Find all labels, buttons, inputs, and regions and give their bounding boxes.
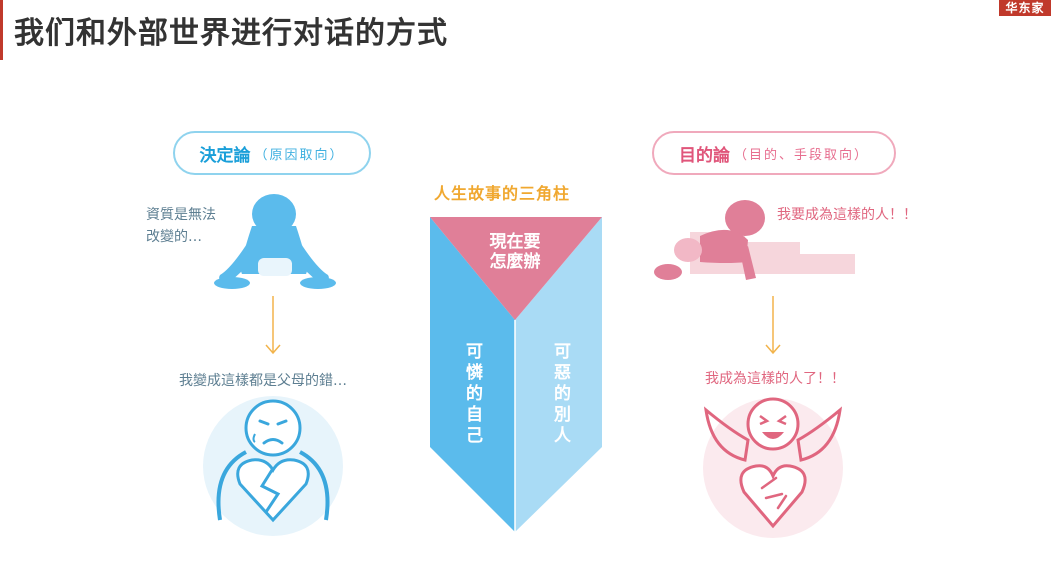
prism-left-face-label: 可憐的自己 [462, 342, 482, 447]
teleology-pill: 目的論 （目的、手段取向） [652, 131, 896, 175]
left-quote-top: 資質是無法 改變的… [146, 207, 216, 245]
prism-left-face [430, 217, 515, 532]
happy-winged-heart-icon [703, 397, 843, 538]
determinism-sublabel: （原因取向） [254, 147, 345, 163]
life-story-prism [430, 217, 602, 532]
right-quote-bottom: 我成為這樣的人了！！ [705, 371, 845, 387]
right-quote-top: 我要成為這樣的人！！ [777, 207, 917, 223]
crawling-baby-icon [654, 200, 855, 280]
teleology-sublabel: （目的、手段取向） [733, 147, 869, 163]
determinism-label: 決定論 [199, 145, 251, 166]
left-quote-bottom: 我變成這樣都是父母的錯… [179, 373, 347, 389]
title-accent-bar [0, 0, 3, 60]
determinism-pill: 決定論 （原因取向） [173, 131, 371, 175]
brand-badge: 华东家 [999, 0, 1051, 16]
teleology-label: 目的論 [678, 145, 730, 166]
left-down-arrow-icon [265, 296, 281, 355]
prism-title: 人生故事的三角柱 [434, 184, 571, 203]
sitting-baby-icon [214, 194, 336, 289]
slide-title: 我们和外部世界进行对话的方式 [14, 16, 448, 51]
prism-right-face-label: 可惡的別人 [550, 342, 570, 447]
prism-top-face-label: 現在要 怎麼辦 [489, 232, 541, 272]
sad-broken-heart-icon [203, 396, 343, 536]
right-down-arrow-icon [765, 296, 781, 355]
prism-top-face [430, 217, 602, 320]
prism-right-face [515, 217, 602, 532]
